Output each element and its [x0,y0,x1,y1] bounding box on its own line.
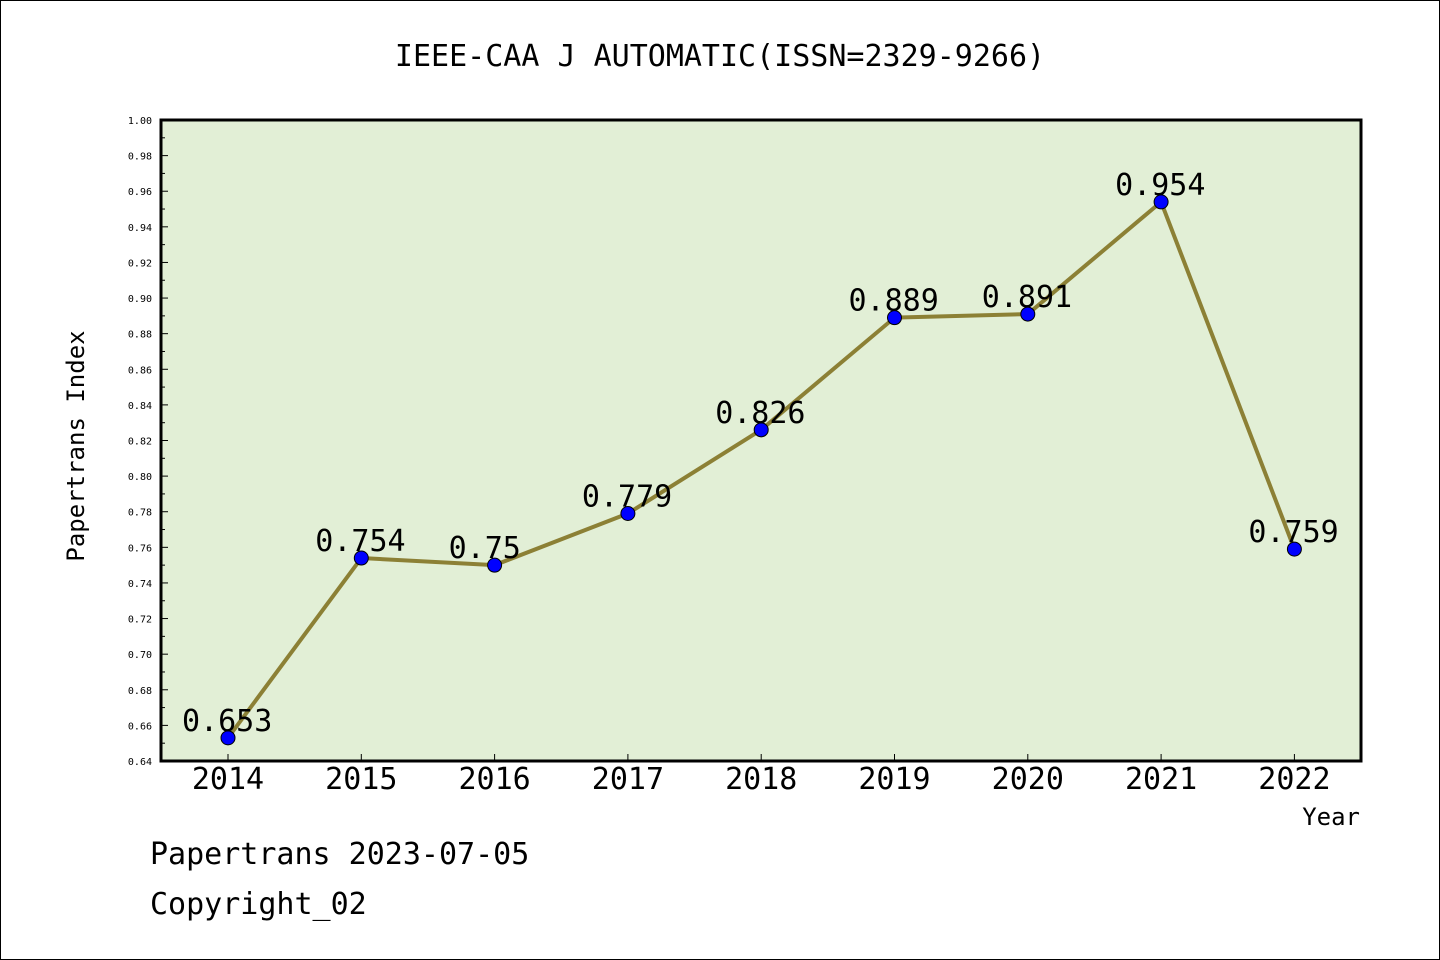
y-tick-label: 0.80 [128,472,152,483]
data-label: 0.826 [715,396,805,431]
data-point [487,557,503,573]
y-tick-label: 0.98 [128,152,152,163]
y-tick-label: 0.88 [128,330,152,341]
x-axis-label: Year [1302,803,1360,831]
x-tick-label: 2019 [858,762,930,797]
y-tick-label: 0.72 [128,615,152,626]
y-tick-label: 0.74 [128,579,152,590]
data-point [1286,541,1302,557]
y-tick-label: 0.82 [128,437,152,448]
data-label: 0.891 [982,280,1072,315]
y-tick-label: 0.78 [128,508,152,519]
data-point [753,422,769,438]
data-label: 0.779 [582,480,672,515]
data-label: 0.759 [1248,515,1338,550]
data-point [1153,194,1169,210]
y-tick-label: 0.94 [128,223,152,234]
data-label: 0.889 [849,284,939,319]
footer-copyright: Copyright_02 [150,887,367,922]
x-tick-label: 2017 [592,762,664,797]
data-point [1020,306,1036,322]
data-point [353,550,369,566]
x-tick-label: 2015 [325,762,397,797]
plot-area [159,118,1363,763]
y-axis-label: Papertrans Index [62,330,90,561]
x-tick-label: 2022 [1258,762,1330,797]
x-tick-label: 2018 [725,762,797,797]
series-group [220,194,1302,746]
y-tick-label: 0.90 [128,294,152,305]
x-tick-label: 2016 [458,762,530,797]
x-axis: 2014 2015 2016 2017 2018 2019 2020 2021 2022 [192,754,1331,797]
y-tick-label: 1.00 [128,116,152,127]
y-tick-label: 0.68 [128,686,152,697]
footer-date: Papertrans 2023-07-05 [150,837,529,872]
chart-title: IEEE-CAA J AUTOMATIC(ISSN=2329-9266) [395,39,1045,74]
data-point [887,310,902,326]
y-tick-label: 0.64 [128,757,152,768]
y-axis: 0.64 0.66 0.68 0.70 0.72 0.74 0.76 0.78 0.80 0.82… [128,116,168,768]
data-label: 0.954 [1115,168,1205,203]
y-tick-label: 0.84 [128,401,152,412]
data-point [220,730,236,746]
y-tick-label: 0.96 [128,187,152,198]
y-tick-label: 0.70 [128,650,152,661]
data-label: 0.653 [182,704,272,739]
y-tick-label: 0.66 [128,721,152,732]
data-labels: 0.653 0.754 0.75 0.779 0.826 0.889 0.891 0.954 0… [182,168,1339,739]
x-tick-label: 2014 [192,762,264,797]
data-point [620,506,636,522]
x-tick-label: 2020 [992,762,1064,797]
y-tick-label: 0.76 [128,543,152,554]
data-label: 0.754 [315,524,405,559]
y-tick-label: 0.92 [128,258,152,269]
data-label: 0.75 [449,531,521,566]
y-tick-label: 0.86 [128,365,152,376]
x-tick-label: 2021 [1125,762,1197,797]
